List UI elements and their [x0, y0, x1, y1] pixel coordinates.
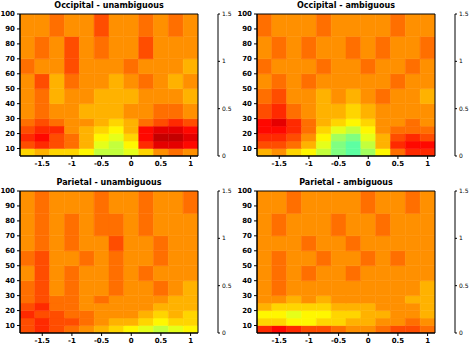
svg-text:1: 1: [222, 234, 226, 241]
svg-text:0: 0: [222, 152, 226, 159]
svg-text:30: 30: [242, 115, 252, 123]
svg-text:90: 90: [242, 25, 252, 33]
svg-text:0.5: 0.5: [155, 337, 168, 345]
svg-text:1.5: 1.5: [459, 10, 469, 17]
svg-text:100: 100: [237, 10, 252, 18]
svg-text:-0.5: -0.5: [94, 160, 109, 168]
svg-text:0.5: 0.5: [392, 337, 405, 345]
svg-text:40: 40: [5, 277, 15, 285]
svg-text:0: 0: [129, 337, 134, 345]
svg-text:70: 70: [5, 55, 15, 63]
svg-text:1: 1: [459, 57, 463, 64]
svg-text:-0.5: -0.5: [94, 337, 109, 345]
svg-text:90: 90: [5, 202, 15, 210]
svg-text:0.5: 0.5: [222, 105, 232, 112]
svg-text:-1.5: -1.5: [35, 160, 50, 168]
svg-text:20: 20: [5, 130, 15, 138]
svg-text:60: 60: [5, 247, 15, 255]
svg-text:90: 90: [242, 202, 252, 210]
svg-text:50: 50: [242, 85, 252, 93]
svg-text:60: 60: [242, 247, 252, 255]
svg-text:0.5: 0.5: [459, 282, 469, 289]
svg-text:-0.5: -0.5: [331, 160, 346, 168]
svg-text:1: 1: [425, 160, 430, 168]
svg-text:0: 0: [366, 160, 371, 168]
svg-text:60: 60: [5, 70, 15, 78]
svg-text:80: 80: [5, 217, 15, 225]
svg-text:1: 1: [188, 337, 193, 345]
svg-text:-1.5: -1.5: [272, 337, 287, 345]
svg-text:0.5: 0.5: [155, 160, 168, 168]
svg-text:-1: -1: [305, 337, 313, 345]
svg-text:1.5: 1.5: [222, 187, 232, 194]
svg-text:40: 40: [5, 100, 15, 108]
svg-text:1: 1: [425, 337, 430, 345]
svg-text:-1: -1: [68, 337, 76, 345]
svg-text:50: 50: [5, 262, 15, 270]
svg-text:40: 40: [242, 277, 252, 285]
svg-text:80: 80: [242, 40, 252, 48]
svg-text:30: 30: [5, 292, 15, 300]
svg-text:20: 20: [242, 130, 252, 138]
svg-text:0: 0: [129, 160, 134, 168]
svg-text:70: 70: [5, 232, 15, 240]
svg-text:10: 10: [242, 145, 252, 153]
svg-text:0: 0: [459, 329, 463, 336]
svg-text:50: 50: [242, 262, 252, 270]
svg-text:100: 100: [0, 187, 15, 195]
svg-text:30: 30: [5, 115, 15, 123]
svg-text:-0.5: -0.5: [331, 337, 346, 345]
svg-text:80: 80: [242, 217, 252, 225]
html-text:Parietal - ambiguous: Parietal - ambiguous: [299, 178, 393, 187]
svg-text:30: 30: [242, 292, 252, 300]
svg-text:0.5: 0.5: [392, 160, 405, 168]
svg-text:100: 100: [0, 10, 15, 18]
svg-text:0: 0: [222, 329, 226, 336]
svg-text:0.5: 0.5: [459, 105, 469, 112]
svg-text:1: 1: [188, 160, 193, 168]
html-text:Parietal - unambiguous: Parietal - unambiguous: [56, 178, 162, 187]
html-text:Occipital - ambiguous: Occipital - ambiguous: [297, 1, 395, 10]
svg-text:0: 0: [459, 152, 463, 159]
svg-text:1: 1: [222, 57, 226, 64]
svg-text:80: 80: [5, 40, 15, 48]
svg-text:0: 0: [366, 337, 371, 345]
svg-text:1.5: 1.5: [459, 187, 469, 194]
svg-text:90: 90: [5, 25, 15, 33]
svg-text:100: 100: [237, 187, 252, 195]
svg-text:-1: -1: [68, 160, 76, 168]
svg-text:20: 20: [242, 307, 252, 315]
svg-text:1: 1: [459, 234, 463, 241]
svg-text:60: 60: [242, 70, 252, 78]
svg-text:40: 40: [242, 100, 252, 108]
svg-text:10: 10: [5, 145, 15, 153]
svg-text:-1.5: -1.5: [272, 160, 287, 168]
svg-text:50: 50: [5, 85, 15, 93]
svg-text:-1.5: -1.5: [35, 337, 50, 345]
svg-text:1.5: 1.5: [222, 10, 232, 17]
svg-text:-1: -1: [305, 160, 313, 168]
svg-text:10: 10: [5, 322, 15, 330]
svg-text:20: 20: [5, 307, 15, 315]
svg-text:70: 70: [242, 232, 252, 240]
svg-text:10: 10: [242, 322, 252, 330]
svg-text:70: 70: [242, 55, 252, 63]
svg-text:0.5: 0.5: [222, 282, 232, 289]
html-text:Occipital - unambiguous: Occipital - unambiguous: [54, 1, 164, 10]
